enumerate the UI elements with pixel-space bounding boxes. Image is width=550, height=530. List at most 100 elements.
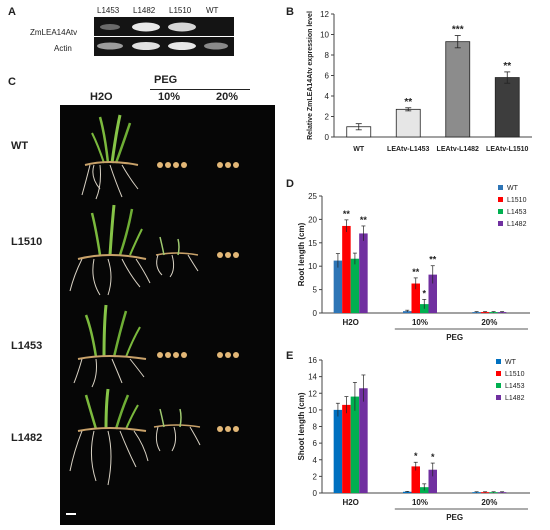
x-tick-label: 20% [481,318,497,327]
y-tick-label: 2 [325,113,330,122]
y-axis-label: Root length (cm) [297,222,306,286]
row-label-wt: WT [11,140,29,152]
row-label-l1510: L1510 [11,236,43,248]
photo-background [60,105,275,525]
y-tick-label: 2 [313,472,318,481]
y-tick-label: 20 [308,215,317,224]
bar [411,466,420,493]
y-tick-label: 10 [308,262,317,271]
x-tick-label: H2O [342,318,358,327]
column-label-10pct: 10% [158,91,181,103]
legend-label: L1510 [505,371,525,378]
significance-marker: ** [343,209,351,219]
peg-header-line [150,89,250,90]
seeds-20pct-l1482 [217,426,239,432]
legend-swatch [496,359,501,364]
bar [395,108,421,138]
lane-label-l1482: L1482 [133,6,156,15]
gel-image [94,17,234,56]
significance-marker: ** [412,267,420,277]
y-tick-label: 4 [325,92,330,101]
lane-label-l1453: L1453 [97,6,120,15]
scale-bar [66,513,76,515]
panel-letter-d: D [286,178,294,190]
x-tick-label: 10% [412,498,428,507]
gel-row-label-actin: Actin [54,44,72,53]
y-tick-label: 16 [308,356,317,365]
legend-label: L1510 [507,197,527,204]
bar [342,404,351,493]
bar [359,233,368,313]
bar [359,388,368,493]
gel-row-label-target: ZmLEA14Atv [30,28,78,37]
h2o-seedling-l1453 [73,304,147,388]
significance-marker: * [414,451,418,461]
h2o-seedling-wt [81,114,139,200]
x-tick-label: LEAtv-L1510 [486,146,529,153]
x-tick-label: 20% [481,498,497,507]
peg-header: PEG [154,74,178,86]
legend-swatch [498,209,503,214]
bar [333,260,343,313]
bar [445,41,471,138]
panel-letter-e: E [286,350,294,362]
y-tick-label: 10 [308,406,317,415]
peg-group-label: PEG [446,513,463,522]
y-tick-label: 4 [313,456,318,465]
significance-marker: *** [452,25,464,36]
legend-swatch [496,395,501,400]
y-tick-label: 0 [313,489,318,498]
lane-label-wt: WT [206,6,219,15]
significance-marker: ** [429,255,437,265]
band-actin-wt [204,42,228,50]
seedling-10pct-l1482 [153,408,201,452]
significance-marker: * [422,288,426,298]
bar [342,225,351,313]
legend-label: WT [507,185,519,192]
y-tick-label: 0 [325,133,330,142]
seeds-20pct-wt [217,162,239,168]
x-tick-label: WT [353,146,365,153]
y-tick-label: 6 [313,439,318,448]
lane-label-l1510: L1510 [169,6,192,15]
y-tick-label: 6 [325,72,330,81]
seeds-20pct-l1453 [217,352,239,358]
panel-letter-c: C [8,76,16,88]
significance-marker: * [431,452,435,462]
legend-label: L1482 [507,221,527,228]
y-tick-label: 5 [313,286,318,295]
legend-swatch [498,185,503,190]
bar [333,409,343,493]
y-tick-label: 10 [320,31,329,40]
y-tick-label: 15 [308,239,317,248]
band-target-l1510 [168,22,196,32]
y-tick-label: 12 [308,389,317,398]
bar [350,396,360,493]
y-tick-label: 8 [313,423,318,432]
bar [494,77,520,138]
bar [403,491,412,493]
legend-swatch [498,197,503,202]
band-target-l1482 [132,22,160,32]
row-label-l1453: L1453 [11,340,43,352]
column-label-20pct: 20% [216,91,239,103]
legend-swatch [496,383,501,388]
row-label-l1482: L1482 [11,432,43,444]
seeds-10pct-l1453 [157,352,187,358]
bar [350,258,360,313]
x-tick-label: LEAtv-L1453 [387,146,430,153]
legend-label: L1453 [507,209,527,216]
seeds-20pct-l1510 [217,252,239,258]
legend-label: L1482 [505,395,525,402]
x-tick-label: 10% [412,318,428,327]
h2o-seedling-l1510 [69,204,151,296]
legend-label: L1453 [505,383,525,390]
seedling-10pct-l1510 [155,236,199,278]
y-tick-label: 14 [308,373,317,382]
h2o-seedling-l1482 [69,388,149,486]
bar [428,469,437,493]
y-tick-label: 25 [308,192,317,201]
band-actin-l1453 [97,42,123,50]
gel-strip-actin [94,37,234,56]
y-tick-label: 0 [313,309,318,318]
